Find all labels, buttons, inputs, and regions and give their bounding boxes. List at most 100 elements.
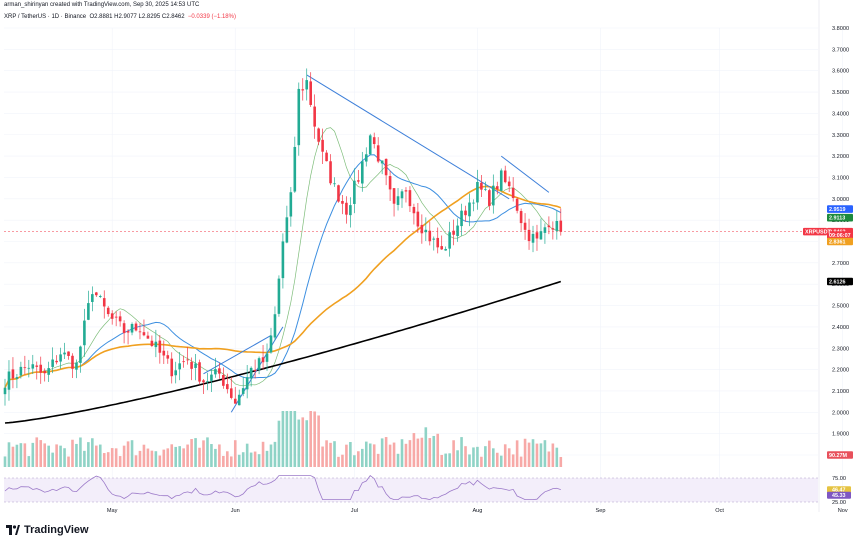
candle-body <box>218 368 221 374</box>
volume-bar <box>269 444 273 467</box>
price-badge <box>827 205 853 213</box>
price-tick-label: 3.0000 <box>832 197 849 203</box>
volume-bar <box>118 456 122 467</box>
volume-bar <box>134 455 138 467</box>
volume-bar <box>424 427 428 467</box>
volume-bar <box>515 440 519 467</box>
volume-bar <box>222 455 225 467</box>
candle-body <box>102 298 106 307</box>
volume-bar <box>83 450 86 467</box>
candle-body <box>456 225 459 237</box>
volume-bar <box>31 442 35 467</box>
volume-bar <box>39 440 43 467</box>
volume-bar <box>79 437 82 467</box>
candle-body <box>368 135 372 155</box>
candle-body <box>142 332 146 336</box>
candle-body <box>492 185 495 206</box>
volume-bar <box>174 446 178 467</box>
candle-body <box>273 314 277 338</box>
volume-bar <box>257 454 261 467</box>
volume-bar <box>503 444 507 467</box>
volume-bar <box>444 453 447 467</box>
candle-body <box>7 371 11 390</box>
price-tick-label: 3.1000 <box>832 175 849 181</box>
candle-body <box>376 145 380 162</box>
volume-bar <box>75 443 78 467</box>
symbol-line: XRP / TetherUS · 1D · Binance <box>4 14 87 20</box>
volume-bar <box>396 453 400 467</box>
volume-bar <box>507 448 511 467</box>
candle-body <box>444 248 447 251</box>
candle-body <box>412 206 416 214</box>
volume-bar <box>472 447 475 467</box>
volume-bar <box>488 440 491 467</box>
candle-body <box>313 106 316 127</box>
volume-bar <box>166 448 170 467</box>
candle-body <box>130 323 134 333</box>
volume-bar <box>400 439 404 467</box>
volume-bar <box>535 443 539 467</box>
volume-bar <box>186 444 189 467</box>
time-axis: MayJunJulAugSepOctNovDec <box>107 508 848 514</box>
volume-bar <box>464 446 467 467</box>
candle-body <box>392 188 396 204</box>
volume-bar <box>380 438 384 467</box>
price-badge <box>827 231 853 239</box>
price-tick-label: 2.5000 <box>832 304 849 310</box>
candle-body <box>460 210 463 227</box>
candle-body <box>511 187 515 199</box>
candle-body <box>178 363 181 370</box>
time-tick-label: May <box>107 508 118 514</box>
candle-body <box>297 88 301 146</box>
volume-bar <box>43 443 46 467</box>
rsi-tick-label: 45.33 <box>832 493 846 499</box>
candle-body <box>182 361 185 363</box>
candle-body <box>527 229 531 242</box>
volume-bar <box>114 448 118 467</box>
volume-bar <box>313 411 316 467</box>
volume-bar <box>468 454 471 467</box>
volume-bar <box>448 453 451 467</box>
rsi-band <box>4 478 818 502</box>
volume-bar <box>194 438 197 467</box>
candle-body <box>488 190 491 206</box>
candle-body <box>543 227 547 233</box>
volume-bar <box>67 456 70 467</box>
volume-bar <box>555 447 559 467</box>
volume-bar <box>317 415 320 467</box>
candle-body <box>325 152 328 162</box>
volume-bar <box>233 440 237 467</box>
volume-bar <box>325 440 328 467</box>
volume-bar <box>297 419 301 467</box>
candle-body <box>495 186 499 190</box>
tradingview-logo[interactable]: TradingView <box>6 524 89 536</box>
candle-body <box>214 369 217 375</box>
rsi-tick-label: 46.47 <box>832 488 846 494</box>
candle-body <box>305 80 309 90</box>
time-tick-label: Aug <box>472 508 482 514</box>
candle-body <box>31 364 35 369</box>
candle-body <box>106 307 110 315</box>
time-tick-label: Nov <box>838 508 848 514</box>
candle-body <box>293 146 297 192</box>
candle-body <box>349 205 352 216</box>
volume-bar <box>476 446 479 467</box>
candle-body <box>257 358 261 370</box>
rsi-tick-label: 25.00 <box>832 500 846 506</box>
price-badge-label: 90.27M <box>829 453 847 459</box>
volume-bar <box>527 442 531 467</box>
candle-body <box>448 232 451 249</box>
candle-body <box>158 340 162 353</box>
volume-bar <box>293 411 297 467</box>
volume-bar <box>51 452 54 467</box>
volume-bar <box>408 440 412 467</box>
candle-body <box>51 359 54 367</box>
candle-body <box>43 370 46 374</box>
volume-bar <box>321 446 324 467</box>
volume-bar <box>190 439 193 467</box>
volume-bar <box>376 453 380 467</box>
candle-body <box>79 346 82 363</box>
candle-body <box>67 351 70 356</box>
